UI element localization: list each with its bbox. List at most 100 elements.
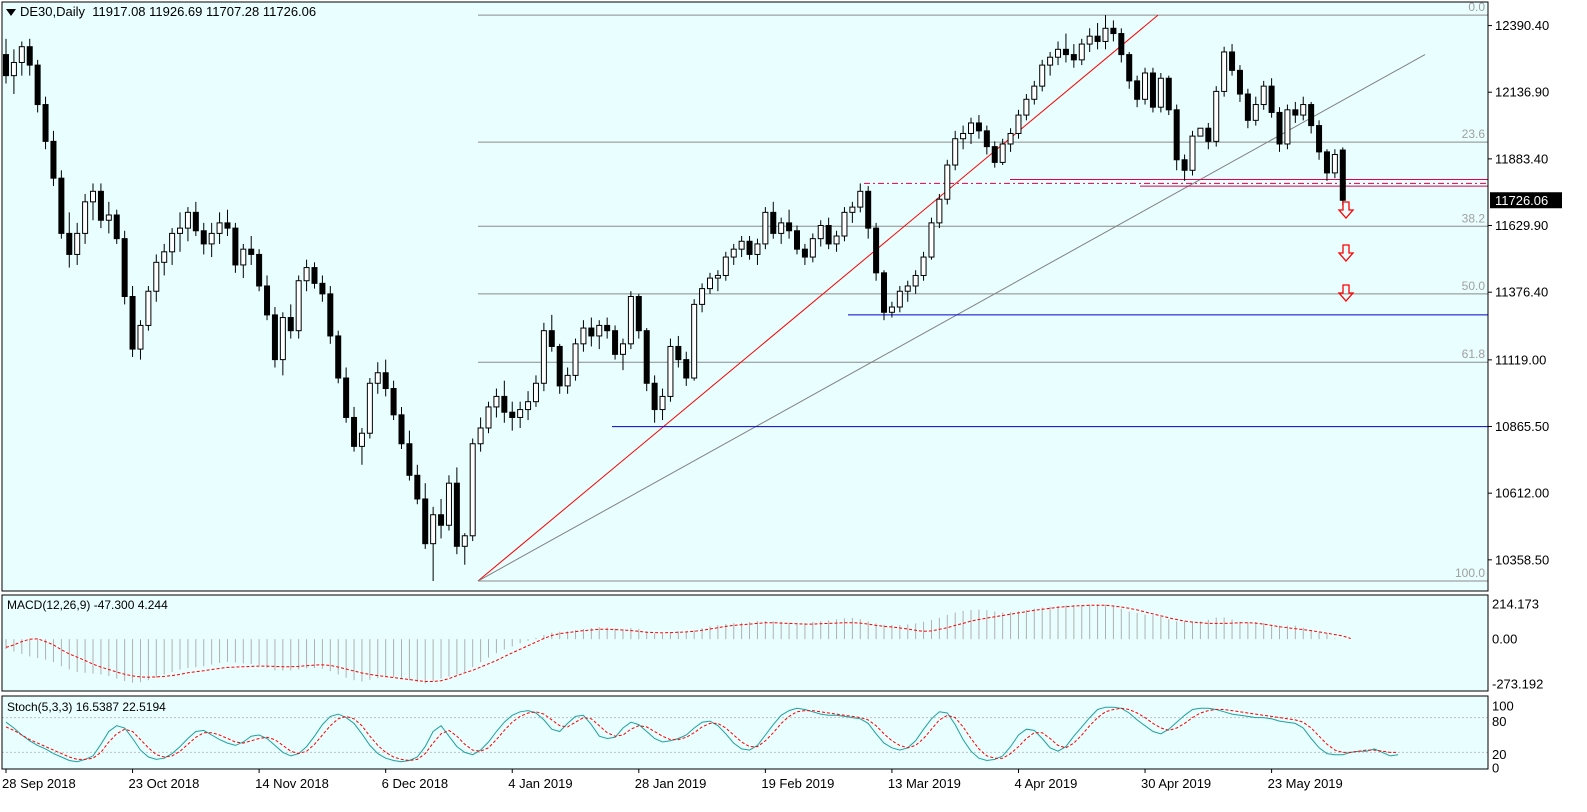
candle-bull — [619, 343, 626, 355]
candle-bear — [1126, 54, 1133, 82]
candle-bull — [738, 240, 745, 250]
candle-bear — [343, 377, 350, 418]
candle-bull — [461, 535, 468, 547]
candle-bear — [66, 232, 73, 255]
gray-trend-line — [477, 54, 1426, 582]
candle-bear — [1134, 80, 1141, 100]
candle-bear — [1308, 104, 1315, 127]
macd-panel-frame — [1, 594, 1489, 692]
candle-bear — [1118, 33, 1125, 56]
candle-bear — [1236, 69, 1243, 95]
candle-bear — [975, 122, 982, 132]
price-label: 10865.50 — [1495, 419, 1549, 434]
candle-bear — [612, 330, 619, 355]
candle-bear — [121, 238, 128, 297]
macd-scale-label: -273.192 — [1492, 677, 1543, 692]
candle-bull — [1197, 127, 1204, 137]
price-label: 12390.40 — [1495, 18, 1549, 33]
candle-bear — [865, 190, 872, 229]
candle-bull — [366, 382, 373, 434]
ohlc-values: 11917.08 11926.69 11707.28 11726.06 — [92, 4, 317, 19]
candle-bull — [493, 395, 500, 408]
candle-bull — [1157, 77, 1164, 108]
candle-bear — [635, 296, 642, 332]
candle-bull — [469, 443, 476, 537]
macd-scale-label: 0.00 — [1492, 632, 1517, 647]
candle-bull — [1260, 85, 1267, 106]
candle-bull — [1252, 104, 1259, 121]
candle-bull — [691, 303, 698, 379]
date-label: 28 Jan 2019 — [635, 776, 707, 791]
candle-bull — [430, 514, 437, 545]
candle-bull — [1284, 109, 1291, 145]
main-panel-frame — [1, 1, 1489, 592]
fib-level-label: 38.2 — [1462, 211, 1486, 225]
candle-bear — [643, 330, 650, 384]
candle-bear — [97, 190, 104, 221]
candle-bear — [746, 240, 753, 255]
candle-bull — [627, 296, 634, 345]
candle-bear — [1276, 111, 1283, 145]
candle-bull — [540, 330, 547, 384]
candle-bear — [786, 222, 793, 232]
down-arrow-icon — [1337, 284, 1355, 302]
candle-bear — [42, 104, 49, 142]
candle-bear — [825, 225, 832, 245]
panel-frames — [1, 1, 1489, 770]
candle-bear — [232, 227, 239, 266]
candle-bull — [240, 248, 247, 266]
trend-lines — [477, 14, 1488, 582]
candle-bull — [817, 225, 824, 240]
candle-bull — [1102, 27, 1109, 42]
candle-bear — [224, 222, 231, 229]
candle-bear — [588, 327, 595, 337]
candle-bull — [754, 243, 761, 255]
date-label: 4 Jan 2019 — [508, 776, 572, 791]
stoch-scale-label: 0 — [1492, 761, 1499, 776]
current-price-box — [1490, 192, 1562, 209]
candle-bull — [153, 261, 160, 292]
candle-bull — [74, 232, 81, 255]
candle-bull — [572, 343, 579, 376]
triangle-down-icon[interactable] — [6, 8, 16, 16]
candle-bull — [1189, 135, 1196, 171]
candle-bull — [208, 232, 215, 245]
candle-bull — [177, 227, 184, 234]
candle-bear — [264, 285, 271, 316]
candle-bull — [1047, 56, 1054, 66]
candle-bear — [1181, 159, 1188, 171]
candle-bear — [548, 330, 555, 347]
candle-bull — [659, 395, 666, 411]
candle-bull — [952, 138, 959, 166]
candle-bear — [873, 227, 880, 274]
candle-bull — [944, 164, 951, 200]
candle-bull — [82, 201, 89, 234]
price-label: 10612.00 — [1495, 486, 1549, 501]
axes: 12390.40 12136.90 11883.40 11629.90 11376.40… — [2, 18, 1562, 791]
candle-bull — [928, 222, 935, 258]
candle-bull — [279, 317, 286, 361]
stoch-panel-background — [2, 696, 1488, 769]
candle-bear — [311, 267, 318, 284]
candle-bear — [200, 230, 207, 245]
candle-bear — [453, 482, 460, 547]
candle-bear — [1173, 109, 1180, 161]
candle-bull — [161, 251, 168, 263]
candle-bear — [406, 443, 413, 476]
candle-bear — [675, 345, 682, 361]
date-label: 28 Sep 2018 — [2, 776, 76, 791]
macd-panel-background — [2, 595, 1488, 691]
candle-bull — [1007, 132, 1014, 145]
fib-level-label: 0.0 — [1468, 0, 1485, 14]
candle-bull — [999, 143, 1006, 163]
candle-bull — [358, 432, 365, 447]
candle-bear — [34, 64, 41, 106]
candle-bull — [596, 324, 603, 337]
candle-bear — [801, 248, 808, 258]
stoch-scale-label: 80 — [1492, 714, 1506, 729]
candle-bull — [295, 280, 302, 332]
candle-bear — [327, 293, 334, 337]
candle-bull — [445, 482, 452, 526]
